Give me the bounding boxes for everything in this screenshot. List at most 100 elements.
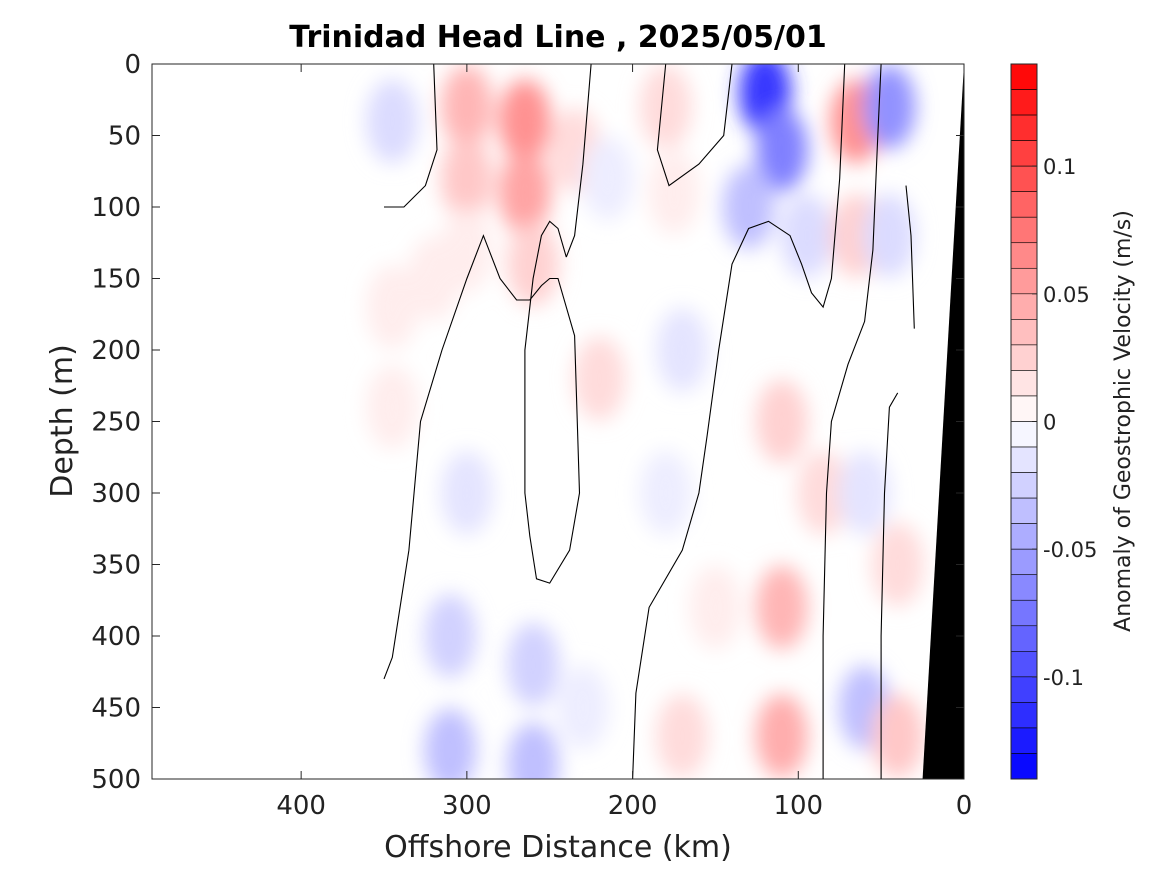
bathymetry-fill xyxy=(922,64,964,779)
colorbar-swatch xyxy=(1010,446,1038,473)
zero-contours xyxy=(383,64,915,779)
anomaly-cell xyxy=(797,451,850,535)
anomaly-cell xyxy=(440,136,493,221)
colorbar-swatch xyxy=(1010,370,1038,397)
anomaly-cell xyxy=(440,64,493,149)
anomaly-cell xyxy=(871,522,924,607)
anomaly-cell xyxy=(507,722,560,779)
anomaly-cell xyxy=(755,379,808,464)
colorbar-tick-label: 0 xyxy=(1043,411,1056,435)
colorbar: 0.1 0.05 0 -0.05 -0.1 xyxy=(1010,63,1097,780)
zero-contour-line xyxy=(384,64,438,208)
colorbar-swatch xyxy=(1010,165,1038,192)
anomaly-cell xyxy=(656,308,709,392)
colorbar-tick-label: -0.1 xyxy=(1043,666,1084,690)
y-axis-label: Depth (m) xyxy=(45,344,80,498)
anomaly-field xyxy=(366,64,924,779)
anomaly-cell xyxy=(366,365,419,450)
colorbar-swatch xyxy=(1010,497,1038,524)
colorbar-tick-label: 0.1 xyxy=(1043,155,1076,179)
anomaly-cell xyxy=(366,265,419,350)
anomaly-cell xyxy=(755,565,808,650)
colorbar-swatch xyxy=(1010,140,1038,167)
x-tick-label: 400 xyxy=(276,791,326,821)
colorbar-tick-label: -0.05 xyxy=(1043,538,1097,562)
y-tick-label: 300 xyxy=(91,479,141,509)
colorbar-swatch xyxy=(1010,753,1038,780)
colorbar-swatch xyxy=(1010,651,1038,678)
colorbar-label: Anomaly of Geostrophic Velocity (m/s) xyxy=(1111,210,1136,632)
anomaly-cell xyxy=(863,193,916,278)
y-tick-label: 350 xyxy=(91,551,141,581)
anomaly-cell xyxy=(755,694,808,779)
colorbar-swatch xyxy=(1010,676,1038,703)
y-tick-label: 50 xyxy=(108,122,141,152)
anomaly-cell xyxy=(581,136,634,221)
anomaly-cell xyxy=(722,165,775,249)
colorbar-swatch xyxy=(1010,344,1038,371)
zero-contour-line xyxy=(822,64,882,779)
anomaly-cell xyxy=(424,708,477,779)
y-tick-label: 150 xyxy=(91,265,141,295)
anomaly-cell xyxy=(656,694,709,779)
colorbar-swatch xyxy=(1010,702,1038,729)
bathymetry xyxy=(922,64,964,779)
colorbar-swatch xyxy=(1010,319,1038,346)
colorbar-swatch xyxy=(1010,89,1038,116)
colorbar-swatch xyxy=(1010,293,1038,320)
x-axis-label: Offshore Distance (km) xyxy=(384,830,732,865)
y-tick-label: 400 xyxy=(91,622,141,652)
colorbar-swatch xyxy=(1010,191,1038,218)
anomaly-cell xyxy=(780,193,833,278)
anomaly-cell xyxy=(755,107,808,192)
colorbar-tick-label: 0.05 xyxy=(1043,283,1090,307)
y-axis: 0 50 100 150 200 250 300 350 400 450 500 xyxy=(91,50,964,795)
anomaly-cell xyxy=(507,622,560,707)
colorbar-swatch xyxy=(1010,395,1038,422)
anomaly-cell xyxy=(573,336,626,421)
colorbar-swatch xyxy=(1010,574,1038,601)
zero-contour-line xyxy=(632,64,846,779)
x-tick-label: 0 xyxy=(956,791,973,821)
x-tick-label: 100 xyxy=(773,791,823,821)
colorbar-swatch xyxy=(1010,599,1038,627)
colorbar-swatch xyxy=(1010,472,1038,499)
anomaly-cell xyxy=(507,222,560,307)
anomaly-cell xyxy=(639,64,692,149)
anomaly-cell xyxy=(424,594,477,678)
y-tick-label: 100 xyxy=(91,193,141,223)
x-axis: 400 300 200 100 0 xyxy=(276,64,972,821)
anomaly-cell xyxy=(863,64,916,149)
colorbar-swatch xyxy=(1010,523,1038,550)
anomaly-cell xyxy=(407,236,460,321)
colorbar-swatch xyxy=(1010,727,1038,754)
anomaly-cell xyxy=(648,150,700,235)
zero-contour-line xyxy=(383,220,581,680)
y-tick-label: 0 xyxy=(124,50,141,80)
colorbar-swatch xyxy=(1010,421,1038,448)
anomaly-cell xyxy=(838,451,891,535)
zero-contour-line xyxy=(565,64,592,258)
y-tick-label: 450 xyxy=(91,694,141,724)
colorbar-swatch xyxy=(1010,625,1038,652)
y-tick-label: 250 xyxy=(91,408,141,438)
anomaly-cell xyxy=(639,451,692,535)
zero-contour-line xyxy=(905,185,915,329)
x-tick-label: 200 xyxy=(608,791,658,821)
colorbar-swatch xyxy=(1010,548,1038,576)
x-tick-label: 300 xyxy=(442,791,492,821)
anomaly-cell xyxy=(498,79,551,164)
anomaly-cell xyxy=(871,694,924,779)
zero-contour-line xyxy=(880,392,899,779)
colorbar-swatch xyxy=(1010,63,1038,90)
colorbar-swatch xyxy=(1010,267,1038,295)
anomaly-cell xyxy=(556,665,609,750)
anomaly-cell xyxy=(366,79,419,164)
zero-contour-line xyxy=(656,64,733,187)
colorbar-swatch xyxy=(1010,242,1038,269)
colorbar-swatch xyxy=(1010,114,1038,141)
anomaly-cell xyxy=(440,451,493,535)
chart-title: Trinidad Head Line , 2025/05/01 xyxy=(289,20,826,55)
colorbar-swatch xyxy=(1010,216,1038,244)
